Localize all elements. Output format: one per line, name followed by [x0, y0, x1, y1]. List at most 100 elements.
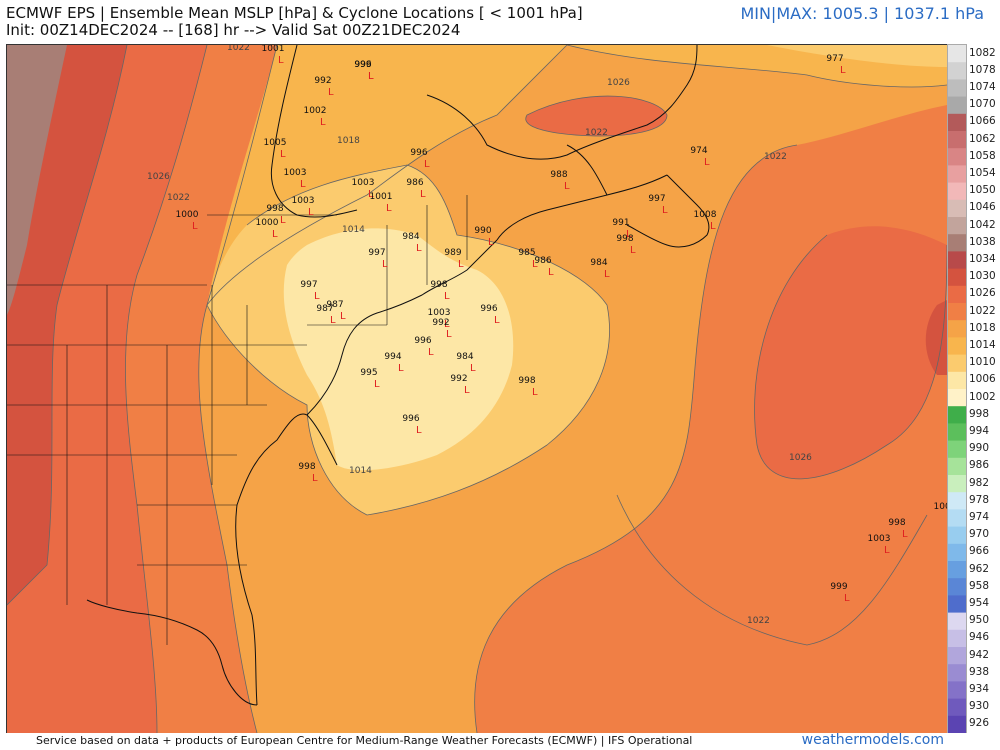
low-marker-icon: L [844, 593, 850, 604]
low-marker-icon: L [308, 207, 314, 218]
colorbar-swatch [948, 440, 966, 459]
cyclone-pressure-label: 997 [300, 280, 317, 290]
low-marker-icon: L [340, 311, 346, 322]
cyclone-pressure-label: 1000 [176, 210, 199, 220]
low-marker-icon: L [532, 387, 538, 398]
colorbar-swatch [948, 113, 966, 132]
cyclone-pressure-label: 996 [414, 336, 431, 346]
low-marker-icon: L [280, 215, 286, 226]
low-marker-icon: L [564, 181, 570, 192]
cyclone-pressure-label: 995 [360, 368, 377, 378]
cyclone-pressure-label: 987 [326, 300, 343, 310]
cyclone-pressure-label: 998 [266, 204, 283, 214]
cyclone-pressure-label: 1003 [868, 534, 891, 544]
colorbar-tick-label: 1074 [969, 81, 996, 93]
colorbar-tick-label: 998 [969, 407, 990, 420]
colorbar-swatch [948, 389, 966, 407]
isobar-label: 1026 [147, 172, 170, 182]
cyclone-pressure-label: 1008 [694, 210, 717, 220]
colorbar-swatch [948, 96, 966, 115]
cyclone-pressure-label: 991 [612, 218, 629, 228]
colorbar-swatch [948, 578, 966, 596]
cyclone-pressure-label: 1003 [292, 196, 315, 206]
colorbar-swatch [948, 131, 966, 149]
low-marker-icon: L [192, 221, 198, 232]
colorbar-tick-label: 942 [969, 648, 990, 661]
min-max-readout: MIN|MAX: 1005.3 | 1037.1 hPa [740, 4, 984, 23]
low-marker-icon: L [840, 65, 846, 76]
cyclone-pressure-label: 998 [888, 518, 905, 528]
isobar-label: 1014 [349, 466, 372, 476]
colorbar-swatches [948, 45, 966, 733]
colorbar-tick-label: 1010 [969, 356, 996, 369]
low-marker-icon: L [320, 117, 326, 128]
low-marker-icon: L [626, 229, 632, 240]
isobar-lines [7, 45, 947, 733]
low-marker-icon: L [368, 189, 374, 200]
colorbar-swatch [948, 423, 966, 442]
cyclone-pressure-label: 999 [830, 582, 847, 592]
colorbar-swatch [948, 354, 966, 373]
colorbar-tick-label: 1054 [969, 167, 996, 179]
cyclone-pressure-label: 984 [402, 232, 419, 242]
low-marker-icon: L [604, 269, 610, 280]
low-marker-icon: L [416, 243, 422, 254]
colorbar-tick-label: 1062 [969, 132, 996, 145]
cyclone-pressure-label: 997 [648, 194, 665, 204]
isobar-label: 1018 [337, 136, 360, 146]
colorbar-tick-label: 990 [969, 442, 990, 455]
low-marker-icon: L [314, 291, 320, 302]
colorbar-swatch [948, 79, 966, 98]
low-marker-icon: L [704, 157, 710, 168]
low-marker-icon: L [710, 221, 716, 232]
colorbar-tick-label: 1034 [969, 253, 996, 265]
cyclone-pressure-label: 998 [518, 376, 535, 386]
colorbar-tick-label: 986 [969, 459, 990, 472]
cyclone-pressure-label: 989 [444, 248, 461, 258]
colorbar-swatch [948, 62, 966, 80]
cyclone-pressure-label: 984 [456, 352, 473, 362]
low-marker-icon: L [662, 205, 668, 216]
colorbar-swatch [948, 234, 966, 252]
colorbar-swatch [948, 475, 966, 493]
fill-1026-labrador [525, 96, 667, 136]
isobar-label: 1022 [585, 128, 608, 138]
colorbar-tick-label: 1042 [969, 218, 996, 231]
cyclone-pressure-label: 996 [402, 414, 419, 424]
colorbar-swatch [948, 698, 966, 717]
low-marker-icon: L [470, 363, 476, 374]
cyclone-pressure-label: 984 [590, 258, 607, 268]
low-marker-icon: L [312, 473, 318, 484]
isobar-label: 1014 [342, 225, 365, 235]
cyclone-pressure-label: 1003 [284, 168, 307, 178]
low-marker-icon: L [444, 319, 450, 330]
colorbar-swatch [948, 561, 966, 579]
fill-1034-west [7, 45, 67, 315]
low-marker-icon: L [272, 229, 278, 240]
isobar-label: 1022 [747, 616, 770, 626]
colorbar-swatch [948, 492, 966, 510]
colorbar-tick-label: 1046 [969, 201, 996, 214]
colorbar-tick-label: 1018 [969, 321, 996, 334]
colorbar-swatch [948, 612, 966, 631]
colorbar-tick-label: 950 [969, 614, 990, 627]
colorbar-tick-label: 926 [969, 717, 990, 730]
cyclone-pressure-label: 996 [480, 304, 497, 314]
fill-1010-north [767, 45, 947, 67]
colorbar-tick-label: 962 [969, 562, 990, 575]
cyclone-pressure-label: 986 [406, 178, 423, 188]
colorbar-labels: 1082 1078 1074 1070 1066 1062 1058 1054 1050 1046… [967, 44, 1000, 732]
low-marker-icon: L [374, 379, 380, 390]
cyclone-pressure-label: 992 [432, 318, 449, 328]
colorbar-swatch [948, 182, 966, 201]
colorbar-swatch [948, 664, 966, 682]
cyclone-pressure-label: 1005 [934, 502, 947, 512]
low-marker-icon: L [368, 71, 374, 82]
brand-link[interactable]: weathermodels.com [801, 732, 944, 748]
low-marker-icon: L [300, 179, 306, 190]
colorbar-tick-label: 930 [969, 700, 990, 713]
colorbar-tick-label: 958 [969, 579, 990, 592]
colorbar-swatch [948, 371, 966, 390]
colorbar-tick-label: 1006 [969, 373, 996, 386]
colorbar-tick-label: 974 [969, 511, 990, 523]
